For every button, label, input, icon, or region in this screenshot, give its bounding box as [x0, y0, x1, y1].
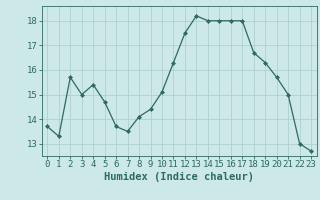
X-axis label: Humidex (Indice chaleur): Humidex (Indice chaleur)	[104, 172, 254, 182]
